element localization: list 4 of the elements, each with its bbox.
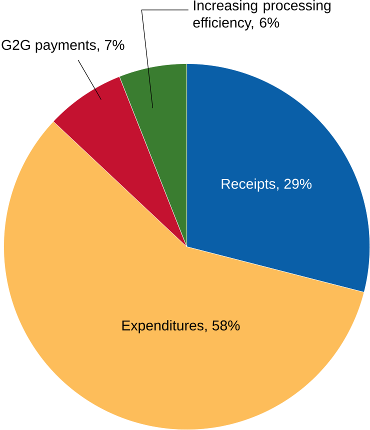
slice-label: Receipts, 29%: [222, 178, 312, 192]
slice-label: Increasing processing efficiency, 6%: [193, 0, 330, 30]
slice-label: G2G payments, 7%: [2, 40, 124, 53]
slice-label: Expenditures, 58%: [122, 320, 240, 334]
